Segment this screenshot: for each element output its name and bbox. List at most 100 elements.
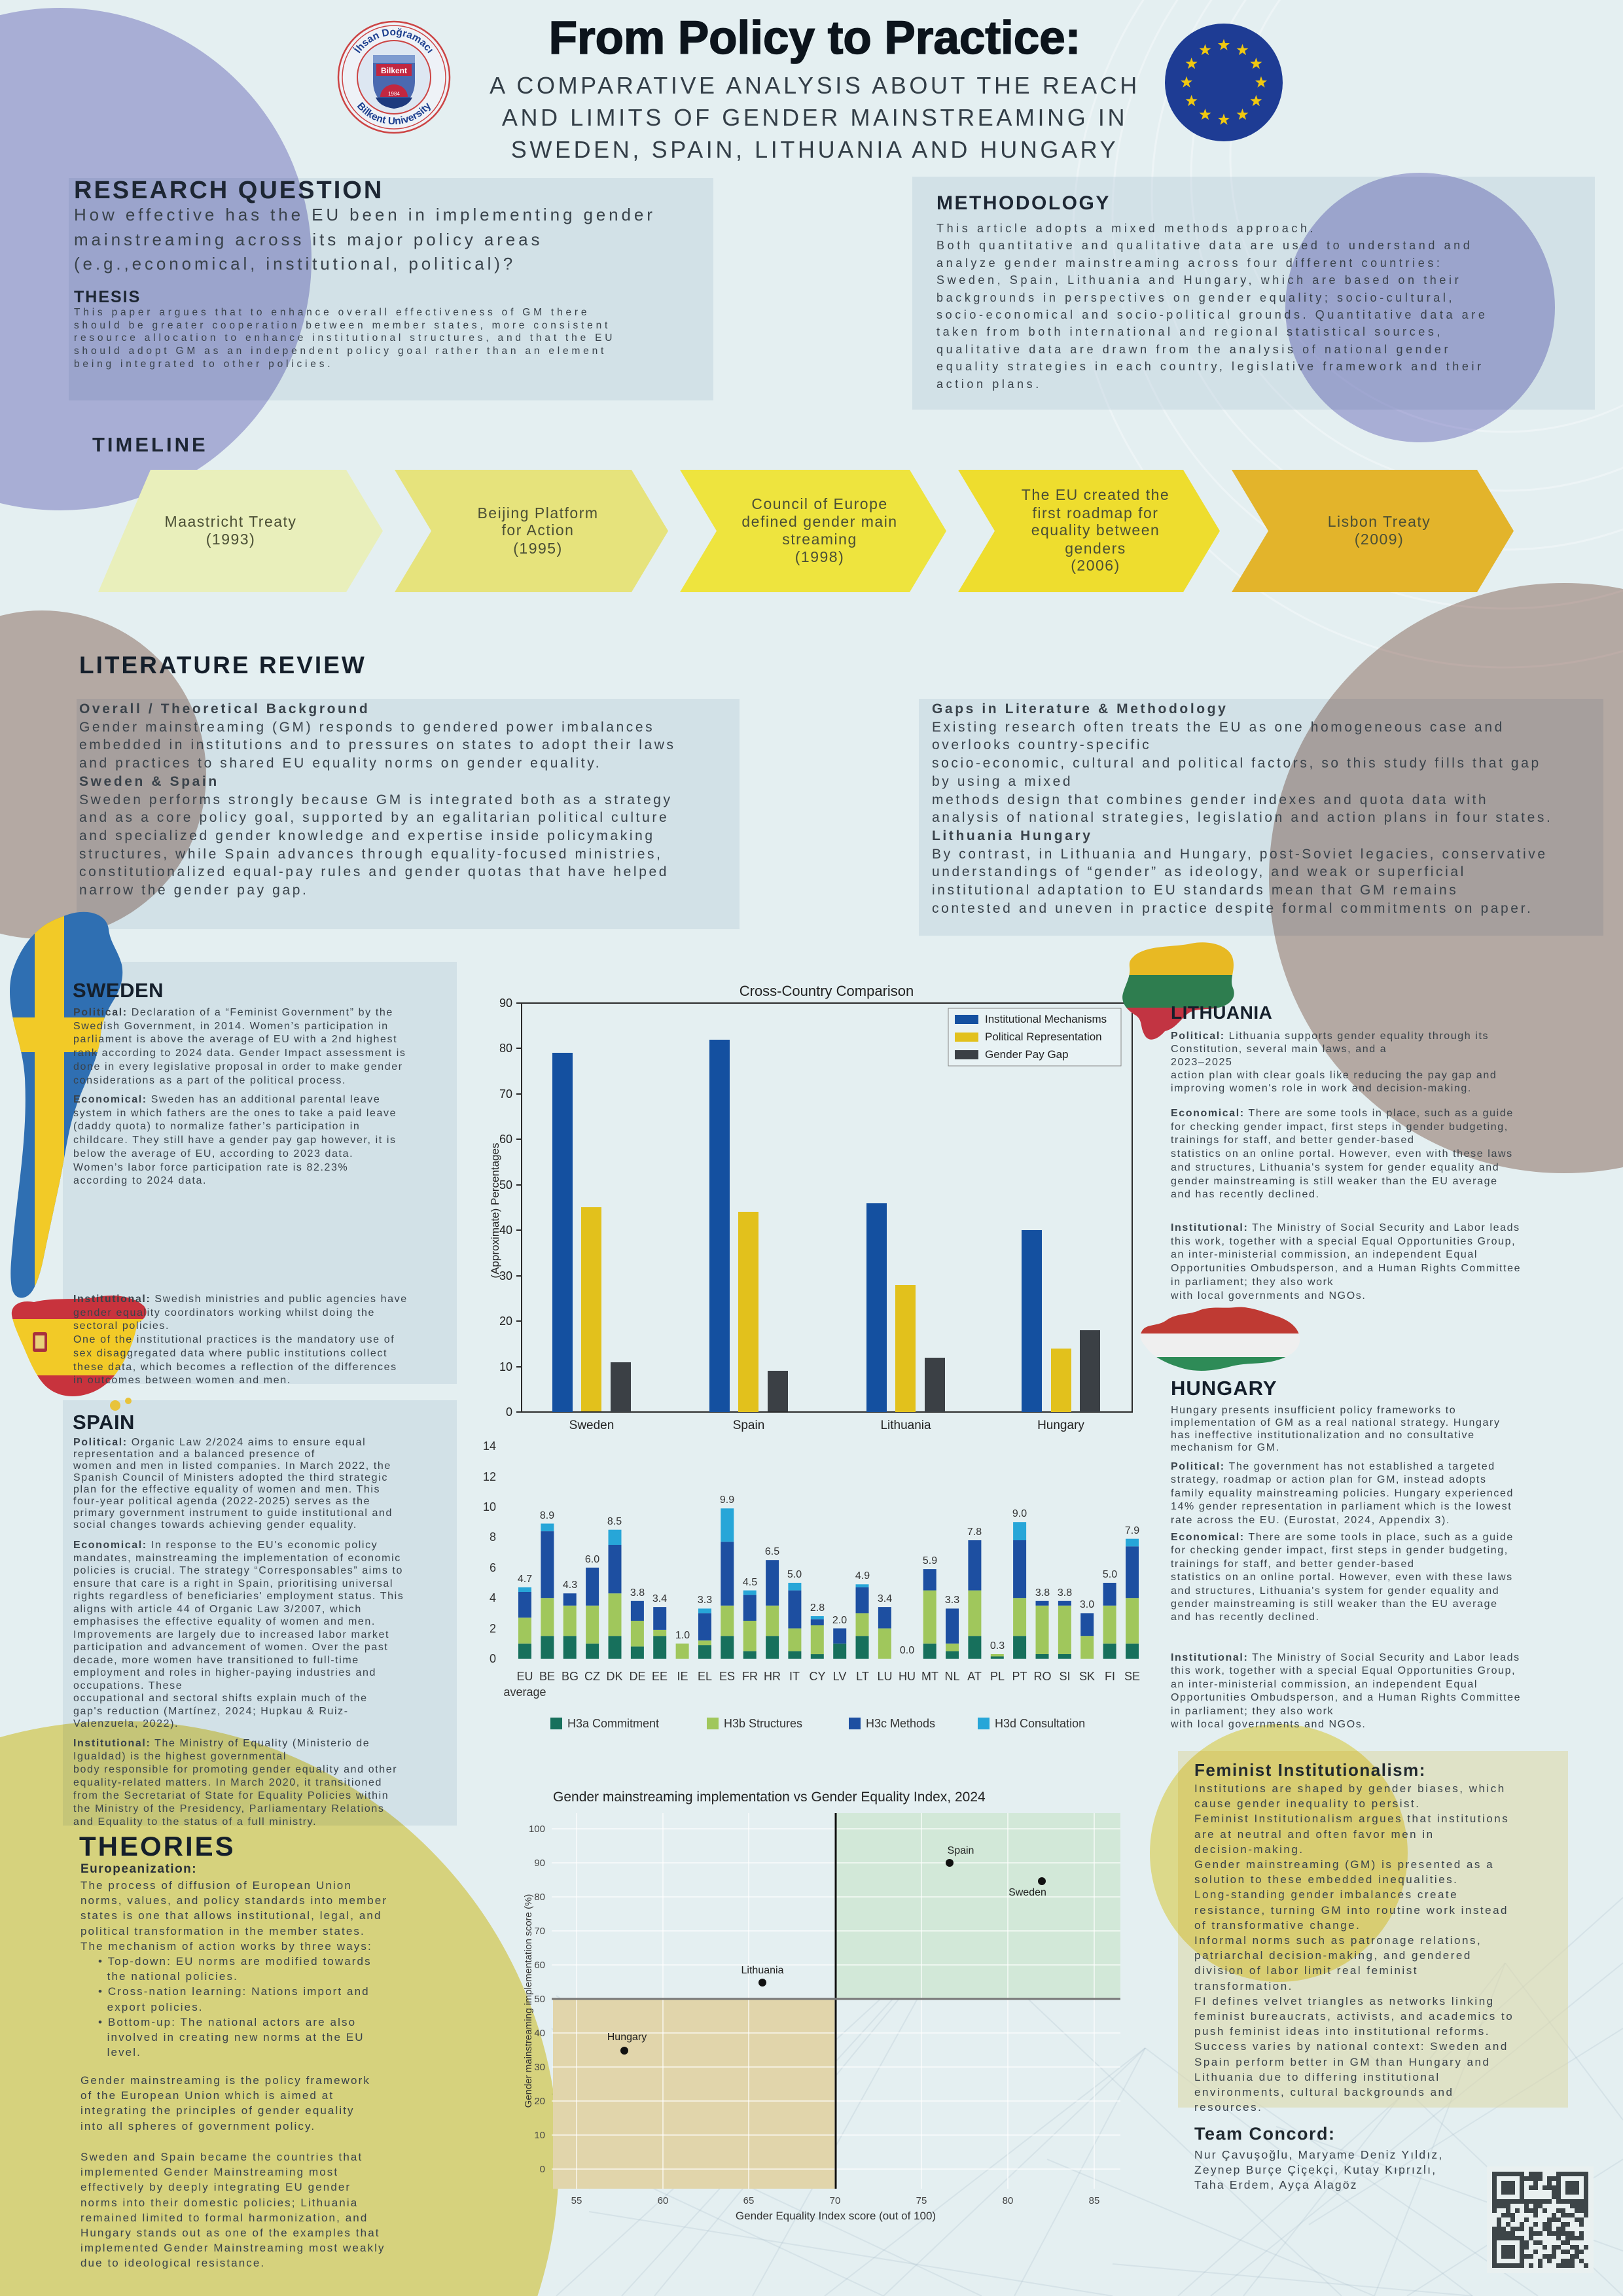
svg-text:30: 30 — [534, 2062, 545, 2073]
svg-text:1.0: 1.0 — [675, 1630, 690, 1641]
svg-text:DE: DE — [629, 1670, 645, 1683]
svg-text:Gender Equality Index score (o: Gender Equality Index score (out of 100) — [736, 2210, 936, 2222]
svg-text:LV: LV — [833, 1670, 847, 1683]
svg-text:(Approximate) Percentages: (Approximate) Percentages — [489, 1143, 501, 1279]
svg-text:RO: RO — [1034, 1670, 1052, 1683]
svg-text:85: 85 — [1089, 2195, 1100, 2206]
svg-text:Gender mainstreaming implement: Gender mainstreaming implementation vs G… — [553, 1790, 986, 1805]
svg-text:Maastricht Treaty: Maastricht Treaty — [165, 513, 297, 530]
svg-text:H3d Consultation: H3d Consultation — [995, 1717, 1085, 1730]
svg-text:8.9: 8.9 — [540, 1510, 554, 1521]
svg-text:PL: PL — [990, 1670, 1005, 1683]
svg-text:40: 40 — [499, 1224, 512, 1237]
svg-text:6.0: 6.0 — [585, 1554, 599, 1565]
svg-text:0: 0 — [540, 2164, 545, 2175]
svg-text:(2009): (2009) — [1355, 531, 1404, 548]
svg-text:HR: HR — [764, 1670, 781, 1683]
svg-text:50: 50 — [499, 1178, 512, 1192]
svg-text:20: 20 — [534, 2096, 545, 2107]
svg-text:10: 10 — [534, 2130, 545, 2141]
svg-text:EE: EE — [652, 1670, 668, 1683]
svg-text:Beijing Platform: Beijing Platform — [477, 504, 598, 521]
svg-text:100: 100 — [529, 1824, 545, 1835]
svg-text:7.9: 7.9 — [1125, 1525, 1139, 1536]
svg-text:EL: EL — [698, 1670, 712, 1683]
svg-text:65: 65 — [743, 2195, 755, 2206]
svg-text:DK: DK — [606, 1670, 622, 1683]
svg-text:BG: BG — [562, 1670, 579, 1683]
svg-text:20: 20 — [499, 1315, 512, 1328]
svg-text:40: 40 — [534, 2028, 545, 2039]
svg-text:Lisbon Treaty: Lisbon Treaty — [1328, 513, 1431, 530]
svg-text:equality between: equality between — [1031, 521, 1160, 539]
svg-text:70: 70 — [499, 1087, 512, 1101]
svg-text:55: 55 — [571, 2195, 582, 2206]
svg-text:IT: IT — [789, 1670, 800, 1683]
svg-text:IE: IE — [677, 1670, 688, 1683]
svg-text:4.3: 4.3 — [563, 1580, 577, 1591]
svg-text:80: 80 — [534, 1892, 545, 1903]
svg-text:0.0: 0.0 — [900, 1645, 914, 1656]
svg-text:Spain: Spain — [948, 1845, 974, 1856]
svg-text:streaming: streaming — [782, 531, 857, 548]
svg-text:average: average — [503, 1686, 546, 1699]
svg-text:75: 75 — [916, 2195, 927, 2206]
svg-text:Institutional Mechanisms: Institutional Mechanisms — [985, 1013, 1107, 1025]
svg-text:Cross-Country Comparison: Cross-Country Comparison — [740, 983, 914, 999]
svg-text:3.8: 3.8 — [630, 1587, 645, 1598]
svg-text:NL: NL — [944, 1670, 959, 1683]
svg-text:6.5: 6.5 — [765, 1546, 779, 1557]
svg-text:60: 60 — [658, 2195, 669, 2206]
svg-text:3.3: 3.3 — [698, 1595, 712, 1606]
svg-text:0: 0 — [490, 1652, 496, 1665]
svg-text:14: 14 — [483, 1439, 496, 1453]
svg-text:3.8: 3.8 — [1035, 1587, 1050, 1598]
svg-text:LT: LT — [856, 1670, 869, 1683]
svg-text:50: 50 — [534, 1994, 545, 2005]
svg-text:H3c Methods: H3c Methods — [866, 1717, 935, 1730]
svg-text:Gender mainstreaming implement: Gender mainstreaming implementation scor… — [523, 1894, 534, 2108]
svg-text:9.0: 9.0 — [1012, 1508, 1027, 1519]
svg-text:Gender Pay Gap: Gender Pay Gap — [985, 1048, 1069, 1061]
svg-text:LU: LU — [877, 1670, 892, 1683]
svg-text:SK: SK — [1079, 1670, 1095, 1683]
svg-text:10: 10 — [499, 1360, 512, 1373]
svg-text:4.7: 4.7 — [518, 1574, 532, 1585]
svg-text:Lithuania: Lithuania — [880, 1419, 931, 1432]
svg-text:70: 70 — [830, 2195, 841, 2206]
svg-text:FI: FI — [1105, 1670, 1115, 1683]
svg-text:80: 80 — [499, 1042, 512, 1055]
svg-text:Council of Europe: Council of Europe — [751, 495, 887, 512]
svg-text:2: 2 — [490, 1622, 496, 1635]
svg-text:Hungary: Hungary — [607, 2032, 647, 2043]
svg-text:(1993): (1993) — [206, 531, 255, 548]
svg-text:CZ: CZ — [584, 1670, 600, 1683]
svg-text:(1995): (1995) — [513, 540, 562, 557]
svg-text:Spain: Spain — [733, 1419, 765, 1432]
svg-text:90: 90 — [534, 1858, 545, 1869]
svg-text:Political Representation: Political Representation — [985, 1031, 1102, 1043]
svg-text:defined gender main: defined gender main — [741, 513, 897, 530]
svg-text:30: 30 — [499, 1269, 512, 1282]
svg-text:for Action: for Action — [502, 521, 575, 539]
svg-text:10: 10 — [483, 1500, 496, 1513]
svg-text:0: 0 — [506, 1405, 512, 1419]
svg-text:(1998): (1998) — [795, 548, 844, 565]
svg-text:90: 90 — [499, 997, 512, 1010]
svg-text:AT: AT — [967, 1670, 982, 1683]
svg-text:EU: EU — [516, 1670, 533, 1683]
svg-text:60: 60 — [534, 1960, 545, 1971]
svg-text:H3a Commitment: H3a Commitment — [567, 1717, 659, 1730]
svg-text:5.0: 5.0 — [1103, 1569, 1117, 1580]
svg-text:5.0: 5.0 — [787, 1569, 802, 1580]
svg-text:The EU created the: The EU created the — [1022, 486, 1169, 503]
svg-text:4.5: 4.5 — [743, 1577, 757, 1588]
svg-text:12: 12 — [483, 1470, 496, 1483]
svg-text:H3b Structures: H3b Structures — [724, 1717, 802, 1730]
svg-text:6: 6 — [490, 1561, 496, 1574]
svg-text:70: 70 — [534, 1926, 545, 1937]
svg-text:3.4: 3.4 — [878, 1593, 892, 1604]
svg-text:SI: SI — [1059, 1670, 1070, 1683]
svg-text:8.5: 8.5 — [607, 1516, 622, 1527]
svg-text:Sweden: Sweden — [1008, 1887, 1046, 1898]
